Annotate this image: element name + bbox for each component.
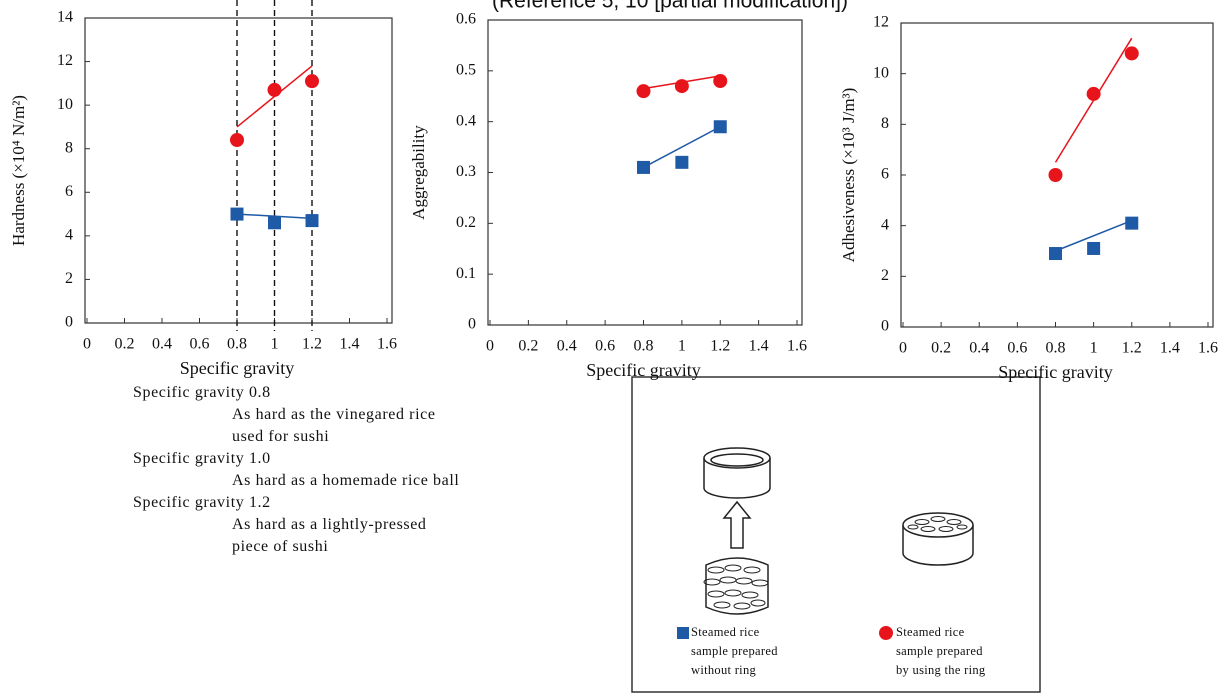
x-tick-label: 1.6 [377, 336, 397, 353]
point [636, 84, 651, 99]
point [230, 133, 244, 147]
note-text: As hard as the vinegared rice [232, 406, 436, 423]
x-tick-label: 0.8 [1046, 340, 1066, 357]
y-tick-label: 0.5 [456, 62, 476, 79]
x-tick-label: 0 [486, 338, 494, 355]
illustration [631, 376, 1041, 693]
y-tick-label: 6 [65, 183, 73, 200]
point [267, 82, 282, 97]
trend-line [236, 213, 313, 220]
y-tick-label: 6 [881, 166, 889, 183]
x-axis-label: Specific gravity [586, 360, 700, 380]
plot-frame [84, 17, 393, 324]
x-tick-label: 0.8 [634, 338, 654, 355]
note-text: As hard as a homemade rice ball [232, 472, 460, 489]
point [675, 155, 689, 169]
y-tick-label: 2 [65, 270, 73, 287]
x-tick-label: 0 [83, 336, 91, 353]
x-tick-label: 1.6 [787, 338, 807, 355]
point [1086, 86, 1101, 101]
note-label: Specific gravity 1.0 [133, 450, 271, 467]
notes: Specific gravity 0.8 As hard as the vineg… [133, 382, 459, 558]
x-tick-label: 1.4 [1160, 340, 1180, 357]
y-tick-label: 0 [65, 314, 73, 331]
note-text: used for sushi [232, 428, 330, 445]
x-tick-label: 0.6 [595, 338, 615, 355]
y-tick-label: 0.4 [456, 112, 476, 129]
y-tick-label: 2 [881, 267, 889, 284]
x-tick-label: 1.4 [340, 336, 360, 353]
note-label: Specific gravity 1.2 [133, 494, 271, 511]
x-tick-label: 0.6 [190, 336, 210, 353]
x-tick-label: 1.4 [749, 338, 769, 355]
x-tick-label: 1 [271, 336, 279, 353]
point [1125, 216, 1139, 230]
x-tick-label: 0.6 [1007, 340, 1027, 357]
point [713, 74, 728, 88]
y-tick-label: 4 [65, 227, 73, 244]
y-tick-label: 0.2 [456, 214, 476, 231]
y-tick-label: 8 [881, 115, 889, 132]
x-tick-label: 1.6 [1198, 340, 1218, 357]
x-axis-label: Specific gravity [998, 362, 1112, 382]
x-tick-label: 1 [678, 338, 686, 355]
y-tick-label: 10 [873, 64, 889, 81]
caption: (Reference 5, 10 [partial modification]) [492, 0, 848, 13]
x-tick-label: 1.2 [302, 336, 322, 353]
point [1048, 168, 1063, 182]
y-tick-label: 0.3 [456, 163, 476, 180]
x-tick-label: 0.2 [931, 340, 951, 357]
x-tick-label: 0.2 [115, 336, 135, 353]
y-tick-label: 12 [873, 14, 889, 31]
x-tick-label: 0.8 [227, 336, 247, 353]
legend-entry: Steamed rice sample prepared by using th… [896, 625, 986, 677]
x-tick-label: 0.4 [969, 340, 989, 357]
point [305, 74, 319, 89]
y-tick-label: 0.1 [456, 265, 476, 282]
x-tick-label: 0 [899, 340, 907, 357]
y-tick-label: 4 [881, 216, 889, 233]
point [674, 79, 689, 94]
x-tick-label: 0.4 [152, 336, 172, 353]
trend-line [1055, 219, 1133, 252]
y-axis-label: Hardness (×10⁴ N/m²) [9, 95, 28, 246]
legend-entry: Steamed rice sample prepared without rin… [691, 625, 778, 677]
note-text: As hard as a lightly-pressed [232, 516, 427, 533]
y-axis-label: Aggregability [409, 125, 428, 220]
y-tick-label: 10 [57, 96, 73, 113]
y-tick-label: 8 [65, 139, 73, 156]
point [1049, 247, 1062, 261]
point [1124, 46, 1139, 61]
point [713, 120, 727, 134]
y-axis-label: Adhesiveness (×10³ J/m³) [839, 88, 858, 263]
note-text: piece of sushi [232, 538, 329, 555]
point [305, 214, 319, 228]
x-tick-label: 1.2 [710, 338, 730, 355]
y-tick-label: 0.6 [456, 11, 476, 28]
y-tick-label: 0 [468, 316, 476, 333]
point [1087, 241, 1101, 255]
x-tick-label: 1 [1090, 340, 1098, 357]
x-tick-label: 0.4 [557, 338, 577, 355]
y-tick-label: 12 [57, 52, 73, 69]
point [230, 207, 244, 221]
point [268, 216, 281, 230]
x-tick-label: 0.2 [518, 338, 538, 355]
x-axis-label: Specific gravity [180, 358, 294, 378]
note-label: Specific gravity 0.8 [133, 384, 271, 401]
point [637, 160, 650, 174]
y-tick-label: 14 [57, 9, 73, 26]
trend-line [643, 126, 721, 169]
x-tick-label: 1.2 [1122, 340, 1142, 357]
y-tick-label: 0 [881, 318, 889, 335]
